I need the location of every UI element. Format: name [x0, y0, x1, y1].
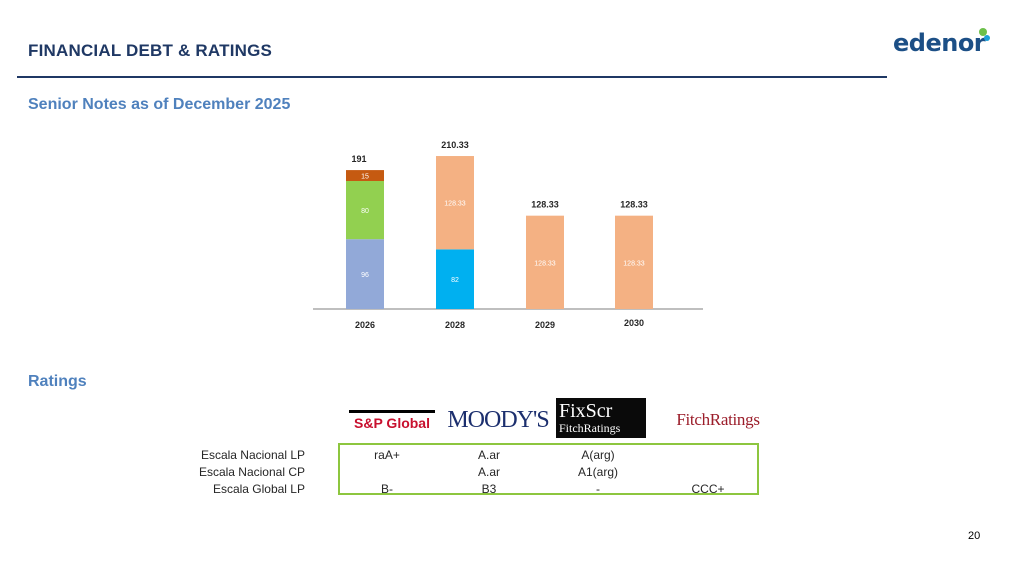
x-tick-label: 2029	[535, 320, 555, 330]
fitch-logo-text: FitchRatings	[676, 410, 760, 429]
bar-total-label: 128.33	[531, 200, 559, 210]
rating-cell-sp: raA+	[374, 448, 400, 462]
logo-dot-blue	[984, 35, 990, 41]
bar-segment	[346, 181, 384, 240]
rating-cell-fix: -	[596, 482, 600, 496]
bar-data-label: 128.33	[444, 201, 466, 208]
bar-data-label: 96	[361, 272, 369, 279]
fixscr-logo: FixScr FitchRatings	[556, 398, 646, 438]
bar-data-label: 128.33	[623, 260, 645, 267]
rating-cell-moodys: A.ar	[477, 448, 500, 462]
title-divider	[17, 76, 887, 78]
rating-cell-moodys: A.ar	[477, 465, 500, 479]
sp-logo-text: S&P Global	[354, 414, 430, 431]
bar-data-label: 82	[451, 277, 459, 284]
moodys-logo-text: MOODY'S	[447, 406, 549, 433]
logo-text: edenor	[893, 29, 986, 57]
page-title: FINANCIAL DEBT & RATINGS	[28, 41, 273, 60]
moodys-logo: MOODY'S	[447, 400, 549, 440]
bar-segment	[615, 215, 653, 309]
rating-cell-fitch: CCC+	[691, 482, 725, 496]
sp-logo-bar	[349, 409, 435, 413]
bar-data-label: 15	[361, 174, 369, 181]
ratings-table-border	[338, 443, 759, 495]
bar-total-label: 191	[351, 154, 366, 164]
bar-segment	[346, 239, 384, 309]
rating-cell-fix: A(arg)	[581, 448, 615, 462]
senior-notes-title: Senior Notes as of December 2025	[28, 96, 291, 113]
sp-global-logo: S&P Global	[348, 400, 436, 440]
logo-dot-green	[979, 28, 987, 36]
x-tick-label: 2030	[624, 318, 644, 328]
edenor-logo: edenor	[893, 26, 993, 60]
fixscr-logo-main: FixScr	[559, 400, 613, 422]
rating-row-label: Escala Global LP	[212, 482, 305, 496]
rating-row-label: Escala Nacional CP	[198, 465, 305, 479]
bar-segment	[526, 215, 564, 309]
x-tick-label: 2028	[445, 320, 465, 330]
bar-total-label: 210.33	[441, 140, 469, 150]
x-tick-label: 2026	[355, 320, 375, 330]
bar-segment	[436, 156, 474, 250]
fixscr-logo-sub: FitchRatings	[559, 421, 621, 435]
rating-cell-moodys: B3	[481, 482, 497, 496]
bar-segment	[436, 249, 474, 309]
bar-segment	[346, 170, 384, 181]
rating-row-label: Escala Nacional LP	[200, 448, 305, 462]
bar-data-label: 128.33	[534, 260, 556, 267]
rating-cell-fix: A1(arg)	[577, 465, 618, 479]
rating-cell-sp: B-	[381, 482, 393, 496]
fitch-ratings-logo: FitchRatings	[674, 400, 762, 440]
bar-total-label: 128.33	[620, 200, 648, 210]
ratings-title: Ratings	[28, 373, 87, 390]
bar-data-label: 80	[361, 208, 369, 215]
page-number: 20	[968, 530, 981, 542]
